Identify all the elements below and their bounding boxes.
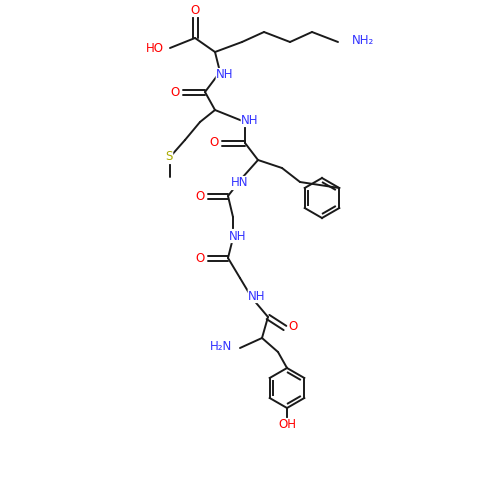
Text: NH: NH: [241, 114, 259, 126]
Text: HO: HO: [146, 42, 164, 54]
Text: NH: NH: [216, 68, 234, 82]
Text: H₂N: H₂N: [210, 340, 232, 352]
Text: NH: NH: [229, 230, 247, 242]
Text: HN: HN: [231, 176, 249, 190]
Text: O: O: [170, 86, 179, 98]
Text: O: O: [288, 320, 298, 332]
Text: S: S: [166, 150, 172, 164]
Text: O: O: [210, 136, 218, 149]
Text: O: O: [196, 190, 204, 202]
Text: NH₂: NH₂: [352, 34, 374, 46]
Text: O: O: [196, 252, 204, 264]
Text: NH: NH: [248, 290, 266, 302]
Text: O: O: [190, 4, 200, 16]
Text: OH: OH: [278, 418, 296, 432]
